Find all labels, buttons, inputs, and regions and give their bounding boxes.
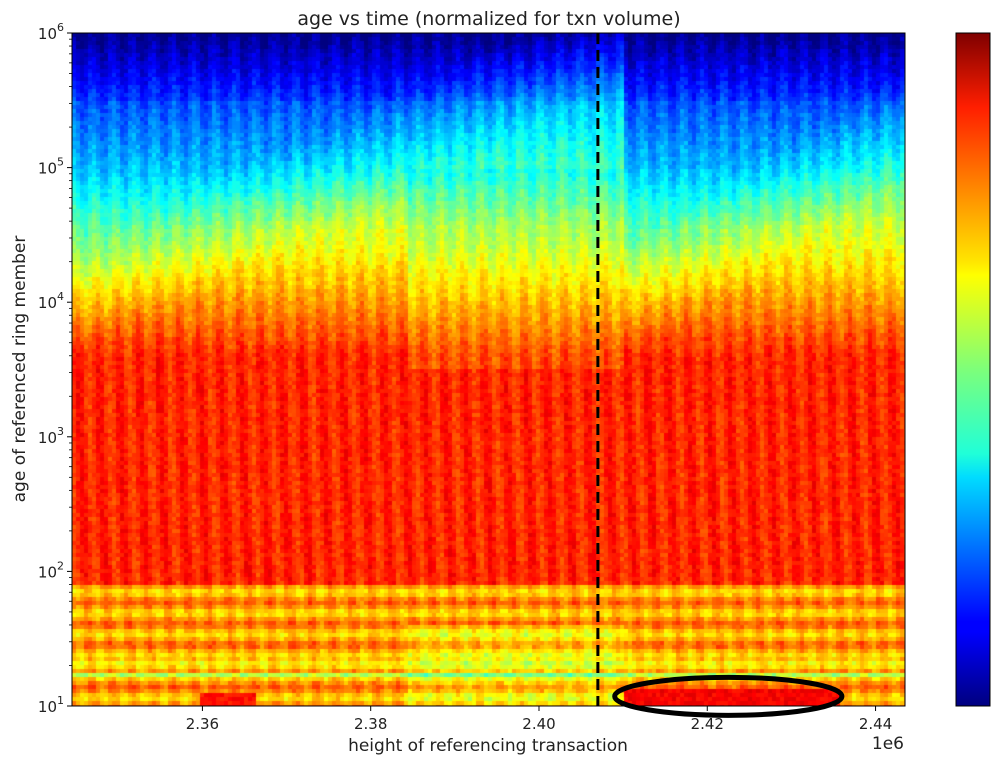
y-tick-label: 105 [38,156,64,178]
y-tick-label: 104 [38,290,64,312]
y-axis: 101 102 103 104 105 106 [38,21,72,716]
x-tick-label: 2.44 [859,715,892,733]
plot-area [71,32,906,707]
y-axis-title: age of referenced ring member [10,236,30,503]
x-axis-title: height of referencing transaction [348,736,628,756]
y-tick-label: 101 [38,694,64,716]
y-tick-label: 106 [38,21,64,43]
x-tick-label: 2.42 [691,715,724,733]
highlight-ellipse [612,674,845,718]
x-offset-label: 1e6 [872,734,904,754]
heatmap-image [72,33,905,706]
colorbar-gradient [955,32,991,707]
annotations [596,33,845,718]
chart-title: age vs time (normalized for txn volume) [297,8,680,30]
x-tick-label: 2.38 [354,715,387,733]
y-tick-label: 102 [38,559,64,581]
x-tick-label: 2.40 [522,715,555,733]
plot-frame [71,32,906,707]
x-axis: 2.36 2.38 2.40 2.42 2.44 [186,706,892,733]
colorbar [955,32,991,707]
y-tick-label: 103 [38,425,64,447]
x-tick-label: 2.36 [186,715,219,733]
